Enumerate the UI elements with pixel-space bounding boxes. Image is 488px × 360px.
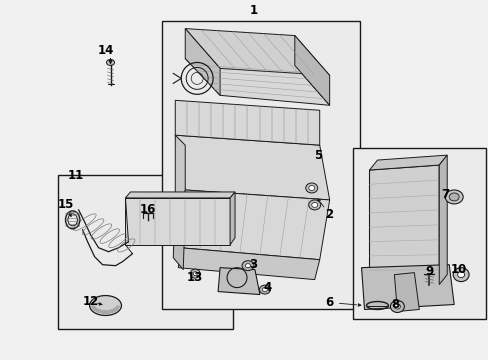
Polygon shape	[185, 58, 329, 105]
Text: 11: 11	[67, 168, 83, 181]
Text: 7: 7	[440, 188, 448, 202]
Polygon shape	[173, 200, 185, 270]
Polygon shape	[178, 248, 319, 280]
Polygon shape	[229, 192, 235, 245]
Ellipse shape	[311, 202, 317, 207]
Ellipse shape	[389, 301, 404, 312]
Polygon shape	[175, 135, 329, 200]
Polygon shape	[125, 192, 235, 198]
Bar	[162, 21, 359, 310]
Text: 16: 16	[140, 203, 156, 216]
Ellipse shape	[457, 272, 464, 278]
Ellipse shape	[308, 185, 314, 190]
Polygon shape	[180, 190, 329, 260]
Text: 4: 4	[263, 281, 271, 294]
Ellipse shape	[242, 261, 253, 271]
Polygon shape	[185, 28, 329, 75]
Text: 2: 2	[325, 208, 333, 221]
Polygon shape	[175, 135, 185, 210]
Text: 3: 3	[248, 258, 257, 271]
Bar	[352, 148, 485, 319]
Polygon shape	[218, 268, 260, 294]
Ellipse shape	[308, 200, 320, 210]
Ellipse shape	[394, 304, 400, 309]
Text: 10: 10	[450, 263, 467, 276]
Text: 15: 15	[58, 198, 74, 211]
Ellipse shape	[89, 296, 121, 315]
Ellipse shape	[106, 59, 114, 66]
Ellipse shape	[262, 288, 267, 292]
Polygon shape	[175, 100, 319, 145]
Polygon shape	[361, 265, 453, 310]
Ellipse shape	[193, 272, 197, 276]
Text: 8: 8	[390, 298, 399, 311]
Text: 13: 13	[187, 271, 203, 284]
Bar	[58, 175, 233, 329]
Ellipse shape	[245, 264, 250, 268]
Text: 14: 14	[97, 44, 114, 57]
Text: 6: 6	[325, 296, 333, 309]
Text: 9: 9	[424, 265, 432, 278]
Polygon shape	[394, 273, 419, 311]
Polygon shape	[294, 36, 329, 105]
Ellipse shape	[452, 268, 468, 282]
Text: 12: 12	[82, 295, 99, 308]
Polygon shape	[125, 198, 229, 245]
Ellipse shape	[448, 193, 458, 201]
Ellipse shape	[305, 183, 317, 193]
Text: 1: 1	[249, 4, 258, 17]
Text: 5: 5	[313, 149, 321, 162]
Polygon shape	[438, 155, 447, 285]
Ellipse shape	[444, 190, 462, 204]
Polygon shape	[369, 155, 447, 170]
Ellipse shape	[190, 269, 200, 278]
Polygon shape	[369, 165, 438, 289]
Polygon shape	[185, 28, 220, 95]
Ellipse shape	[259, 285, 270, 294]
